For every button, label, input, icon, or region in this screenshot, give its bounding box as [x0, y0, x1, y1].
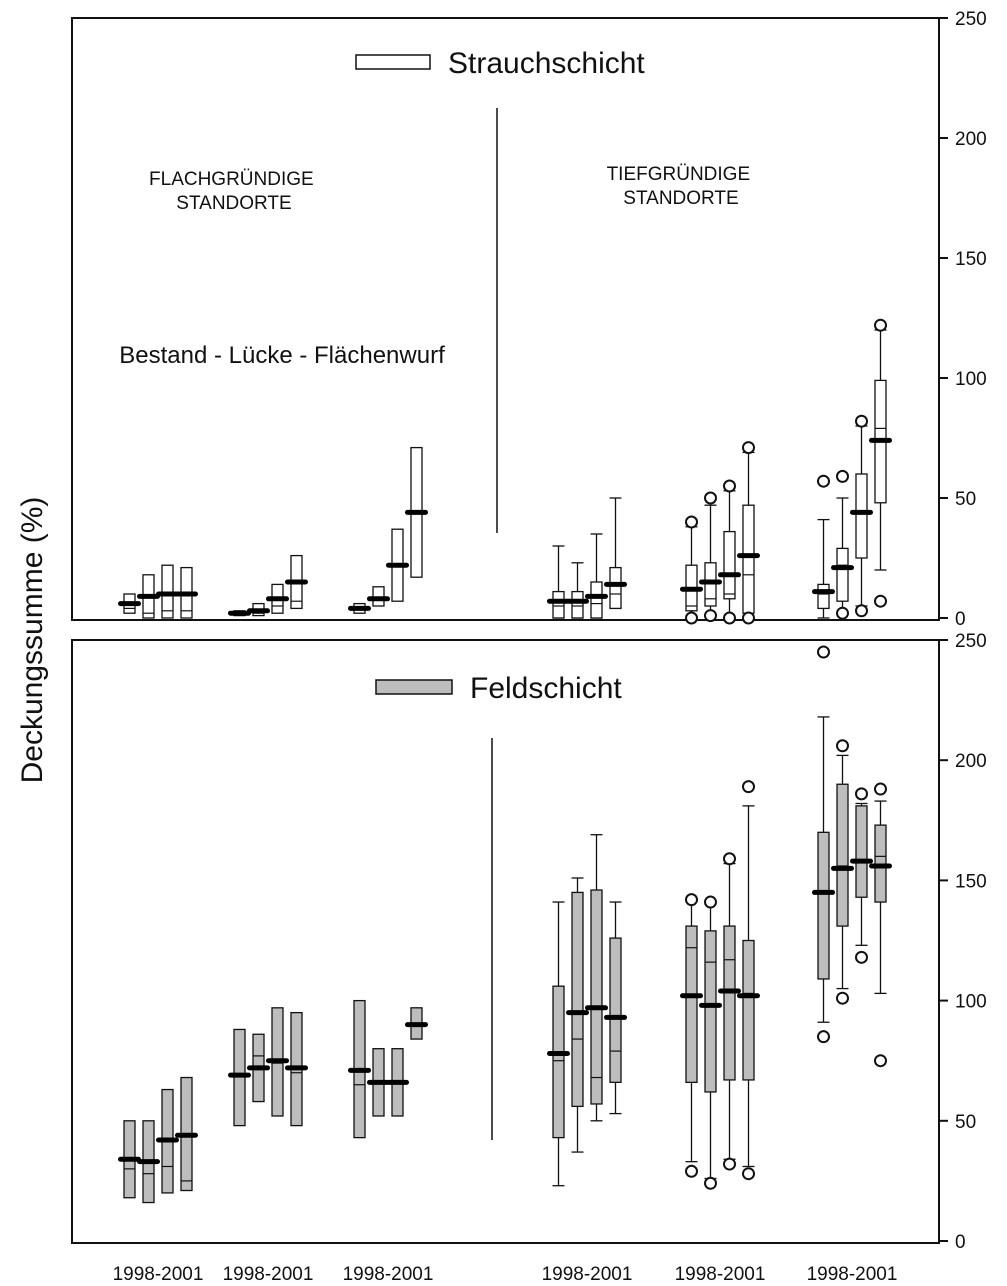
- y-axis-label: Deckungssumme (%): [16, 497, 49, 784]
- bottom-panel: Feldschicht 0 50 100 150 200 250: [71, 631, 987, 1253]
- top-ytick-label-0: 0: [955, 609, 966, 630]
- top-g6-b4-outlier-1: [874, 594, 887, 608]
- top-g5-b1-outlier-2: [685, 515, 698, 529]
- bottom-ytick-label-100: 100: [955, 992, 987, 1013]
- x-tick-label-6: 1998-2001: [807, 1264, 898, 1285]
- bottom-g5-b1-box: [685, 925, 698, 1083]
- bottom-g5-b3-outlier-2: [723, 852, 736, 866]
- bottom-g4-b2-box: [571, 891, 584, 1108]
- top-g5-b4-outlier-2: [742, 441, 755, 455]
- bottom-ytick-label-50: 50: [955, 1112, 976, 1133]
- bottom-panel-legend: Feldschicht: [375, 672, 622, 705]
- top-g5-b3-outlier-2: [723, 479, 736, 493]
- bottom-g6-b1-box: [817, 831, 830, 980]
- bottom-g6-b2-outlier-2: [836, 739, 849, 753]
- group-label-flachgruendig-line-1: FLACHGRÜNDIGE: [149, 169, 314, 190]
- top-g6-b2-outlier-1: [836, 606, 849, 620]
- bottom-y-axis: 0 50 100 150 200 250: [939, 631, 987, 1253]
- group-label-tiefgruendig-line-2: STANDORTE: [623, 188, 738, 209]
- top-g4-b1-box: [552, 590, 565, 619]
- top-g5-b3-box: [723, 530, 736, 600]
- legend-swatch-strauchschicht: [355, 54, 431, 70]
- bottom-ytick-label-150: 150: [955, 871, 987, 892]
- bottom-g5-b3-outlier-1: [723, 1157, 736, 1171]
- top-g5-b4-box: [742, 504, 755, 614]
- top-g6-b2-outlier-2: [836, 469, 849, 483]
- x-tick-label-2: 1998-2001: [223, 1264, 314, 1285]
- bottom-g5-b1-outlier-2: [685, 893, 698, 907]
- x-tick-label-5: 1998-2001: [675, 1264, 766, 1285]
- top-g6-b1-outlier-1: [817, 474, 830, 488]
- top-ytick-label-50: 50: [955, 489, 976, 510]
- panel-title-feldschicht: Feldschicht: [470, 672, 622, 705]
- top-g6-b1-box: [817, 583, 830, 610]
- panel-title-strauchschicht: Strauchschicht: [448, 47, 645, 80]
- bottom-g4-b3-box: [590, 889, 603, 1105]
- bottom-g4-b4-box: [609, 937, 622, 1083]
- group-label-tiefgruendig-line-1: TIEFGRÜNDIGE: [607, 164, 751, 185]
- top-panel: Strauchschicht FLACHGRÜNDIGE STANDORTE T…: [71, 9, 987, 630]
- top-g6-b3-outlier-2: [855, 414, 868, 428]
- group-label-flachgruendig-line-2: STANDORTE: [176, 193, 291, 214]
- x-tick-label-3: 1998-2001: [343, 1264, 434, 1285]
- bottom-g6-b3-outlier-2: [855, 787, 868, 801]
- bottom-g5-b4-outlier-1: [742, 1167, 755, 1181]
- bottom-ytick-label-250: 250: [955, 631, 987, 652]
- bottom-box-series: [118, 645, 892, 1204]
- bottom-g5-b2-outlier-1: [704, 1176, 717, 1190]
- bottom-g5-b1-outlier-1: [685, 1164, 698, 1178]
- bottom-g6-b3-box: [855, 805, 868, 898]
- top-box-series: [118, 318, 892, 625]
- top-g5-b3-outlier-1: [723, 611, 736, 625]
- bottom-panel-frame: [71, 639, 940, 1244]
- bottom-g6-b3-outlier-1: [855, 950, 868, 964]
- top-g4-b3-box: [590, 581, 603, 619]
- bottom-g6-b4-outlier-1: [874, 1054, 887, 1068]
- top-y-axis: 0 50 100 150 200 250: [939, 9, 987, 630]
- x-axis-tick-labels: 1998-2001 1998-2001 1998-2001 1998-2001 1998…: [113, 1264, 898, 1285]
- top-g5-b1-outlier-1: [685, 611, 698, 625]
- bottom-g4-b1-box: [552, 985, 565, 1139]
- x-tick-label-1: 1998-2001: [113, 1264, 204, 1285]
- bottom-g6-b2-box: [836, 783, 849, 927]
- top-ytick-label-200: 200: [955, 129, 987, 150]
- group-label-flachgruendig: FLACHGRÜNDIGE STANDORTE: [149, 169, 319, 214]
- group-label-tiefgruendig: TIEFGRÜNDIGE STANDORTE: [607, 164, 756, 209]
- bottom-g5-b4-outlier-2: [742, 780, 755, 794]
- top-g6-b3-outlier-1: [855, 604, 868, 618]
- top-panel-frame: [71, 17, 940, 621]
- top-g4-b4-box: [609, 566, 622, 610]
- bottom-g6-b4-outlier-2: [874, 782, 887, 796]
- top-g6-b3-box: [855, 473, 868, 559]
- bottom-g6-b1-outlier-2: [817, 645, 830, 659]
- bottom-g5-b3-box: [723, 925, 736, 1081]
- bottom-ytick-label-200: 200: [955, 751, 987, 772]
- top-g4-b2-box: [571, 590, 584, 619]
- top-g5-b4-outlier-1: [742, 611, 755, 625]
- top-g5-b2-outlier-2: [704, 491, 717, 505]
- x-tick-label-4: 1998-2001: [542, 1264, 633, 1285]
- top-ytick-label-100: 100: [955, 369, 987, 390]
- legend-swatch-feldschicht: [375, 679, 453, 695]
- bottom-g5-b2-box: [704, 930, 717, 1093]
- top-ytick-label-250: 250: [955, 9, 987, 30]
- top-g5-b2-outlier-1: [704, 609, 717, 623]
- bottom-g6-b1-outlier-1: [817, 1030, 830, 1044]
- bottom-ytick-label-0: 0: [955, 1232, 966, 1253]
- top-panel-legend: Strauchschicht: [355, 47, 645, 80]
- top-ytick-label-150: 150: [955, 249, 987, 270]
- sub-label-bestand-luecke-flaechenwurf: Bestand - Lücke - Flächenwurf: [119, 342, 445, 369]
- bottom-g6-b2-outlier-1: [836, 991, 849, 1005]
- top-g6-b4-outlier-2: [874, 318, 887, 332]
- top-g6-b2-box: [836, 547, 849, 602]
- bottom-g5-b2-outlier-2: [704, 895, 717, 909]
- bottom-g5-b4-box: [742, 939, 755, 1081]
